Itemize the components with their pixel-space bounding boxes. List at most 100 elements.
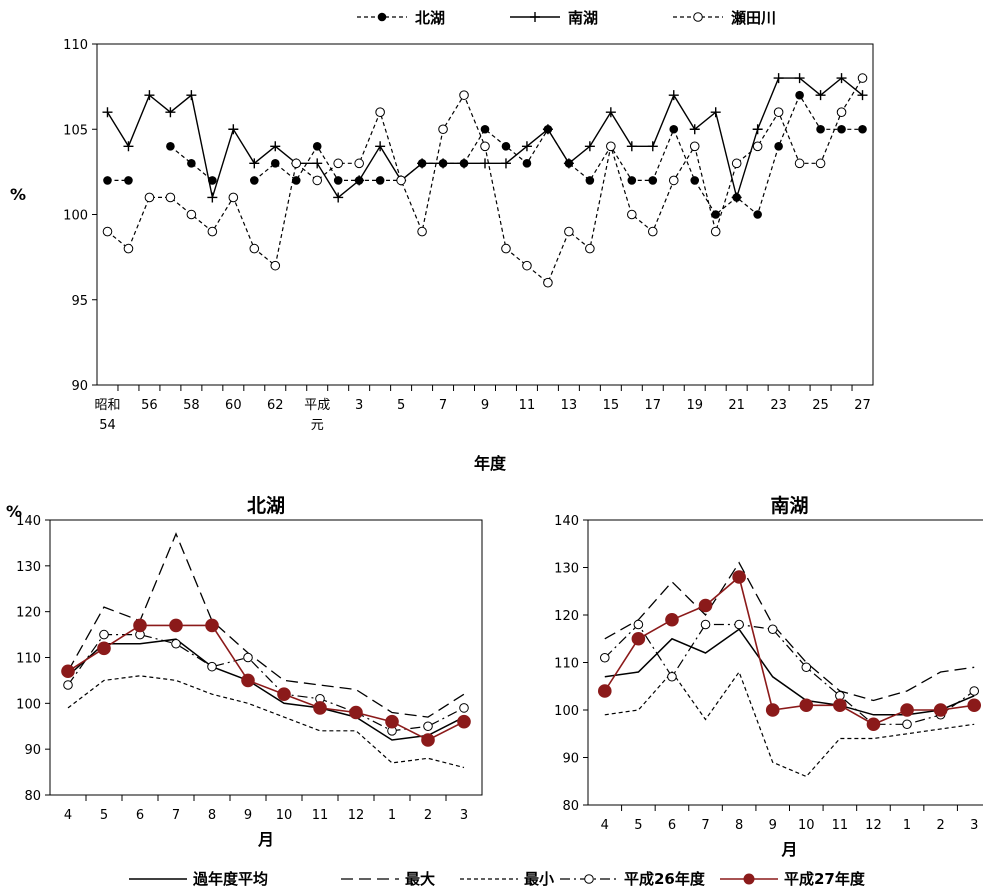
data-point-top-1	[186, 90, 197, 101]
data-point-top-1	[354, 175, 365, 186]
legend-marker	[377, 12, 387, 22]
data-point-south-chart-3	[700, 619, 711, 630]
chart-title: 北湖	[247, 495, 285, 517]
data-point-top-0	[333, 176, 343, 185]
data-point-top-0	[208, 176, 217, 185]
data-point-north-chart-3	[423, 721, 433, 732]
x-tick-label: 5	[100, 808, 108, 823]
y-tick-label: 120	[554, 609, 579, 624]
x-tick-label: 2	[936, 818, 944, 833]
legend-label-0: 北湖	[415, 9, 445, 27]
data-point-top-1	[312, 158, 323, 169]
data-point-top-0	[312, 142, 322, 151]
x-tick-label: 平成	[304, 398, 330, 413]
x-tick-label: 3	[970, 818, 978, 833]
data-point-north-chart-3	[207, 661, 217, 672]
legend-label-4: 平成27年度	[784, 870, 866, 888]
data-point-top-2	[606, 141, 616, 152]
y-tick-label: 110	[16, 652, 41, 667]
data-point-top-2	[396, 175, 406, 186]
legend-label-2: 瀬田川	[731, 9, 776, 27]
y-tick-label: 90	[71, 379, 88, 394]
x-tick-label: 12	[348, 808, 365, 823]
legend-marker	[693, 12, 703, 22]
data-point-south-chart-4	[799, 698, 814, 713]
data-point-top-1	[333, 192, 344, 203]
data-point-top-0	[669, 124, 679, 134]
data-point-top-1	[270, 141, 281, 152]
x-tick-label: 21	[728, 398, 745, 413]
data-point-south-chart-4	[967, 698, 982, 713]
data-point-top-0	[837, 124, 846, 134]
data-point-top-0	[816, 124, 825, 134]
y-tick-label: 100	[16, 697, 41, 712]
data-point-top-0	[585, 176, 595, 185]
legend-label-1: 最大	[405, 870, 435, 888]
data-point-south-chart-4	[631, 631, 646, 646]
data-point-top-1	[249, 158, 260, 169]
data-point-south-chart-4	[900, 703, 914, 717]
y-tick-label: 90	[562, 752, 579, 767]
data-point-north-chart-4	[61, 664, 75, 679]
x-tick-label: 11	[519, 398, 536, 413]
series-line-south-chart-3	[604, 623, 975, 725]
series-line-north-chart-4	[67, 624, 465, 741]
data-point-top-2	[773, 107, 784, 117]
data-point-top-0	[249, 176, 259, 185]
data-point-south-chart-3	[633, 619, 644, 630]
series-line-south-chart-0	[604, 628, 975, 716]
data-point-top-0	[711, 210, 721, 219]
x-tick-label: 9	[769, 818, 777, 833]
data-point-top-2	[207, 226, 218, 237]
data-point-top-2	[249, 243, 260, 254]
data-point-top-1	[815, 90, 826, 101]
x-tick-label: 8	[208, 808, 216, 823]
data-point-south-chart-4	[732, 570, 746, 584]
data-point-south-chart-4	[933, 703, 948, 717]
y-tick-label: 100	[554, 704, 579, 719]
series-line-north-chart-3	[67, 634, 465, 732]
data-point-top-1	[647, 141, 658, 152]
data-point-north-chart-4	[313, 701, 327, 715]
data-point-top-2	[375, 107, 385, 117]
y-tick-label: 110	[63, 38, 88, 53]
chart-title: 南湖	[770, 495, 808, 517]
y-tick-label: 110	[554, 657, 579, 672]
x-tick-label: 17	[645, 398, 662, 413]
data-point-top-2	[752, 141, 763, 152]
data-point-north-chart-3	[171, 638, 181, 649]
y-tick-label: 105	[63, 123, 88, 138]
data-point-top-0	[291, 176, 301, 185]
data-point-top-2	[102, 226, 113, 237]
data-point-top-1	[689, 124, 700, 135]
x-tick-label: 6	[668, 818, 676, 833]
legend-marker	[743, 873, 755, 885]
data-point-north-chart-4	[133, 618, 147, 633]
data-point-top-2	[689, 141, 700, 152]
y-tick-label: 90	[24, 743, 41, 758]
data-point-top-2	[312, 175, 323, 186]
data-point-south-chart-3	[767, 624, 778, 635]
data-point-top-0	[753, 210, 762, 219]
x-tick-label: 27	[854, 398, 871, 413]
x-tick-label: 3	[460, 808, 468, 823]
data-point-south-chart-4	[833, 698, 847, 713]
y-tick-label: 130	[554, 562, 579, 577]
legend-label-0: 過年度平均	[192, 870, 268, 888]
x-tick-label: 5	[634, 818, 642, 833]
data-point-south-chart-3	[801, 662, 812, 673]
x-tick-label: 1	[903, 818, 911, 833]
data-point-south-chart-3	[667, 671, 677, 682]
x-tick-label: 10	[276, 808, 293, 823]
data-point-north-chart-3	[243, 652, 253, 663]
x-tick-label: 60	[225, 398, 242, 413]
data-point-top-1	[668, 90, 679, 101]
data-point-south-chart-3	[599, 652, 610, 663]
data-point-top-1	[584, 141, 595, 152]
legend-label-1: 南湖	[568, 9, 598, 27]
x-tick-label: 5	[397, 398, 405, 413]
data-point-south-chart-3	[734, 619, 744, 630]
x-tick-label: 6	[136, 808, 144, 823]
data-point-top-1	[794, 73, 805, 84]
x-tick-label: 62	[267, 398, 284, 413]
